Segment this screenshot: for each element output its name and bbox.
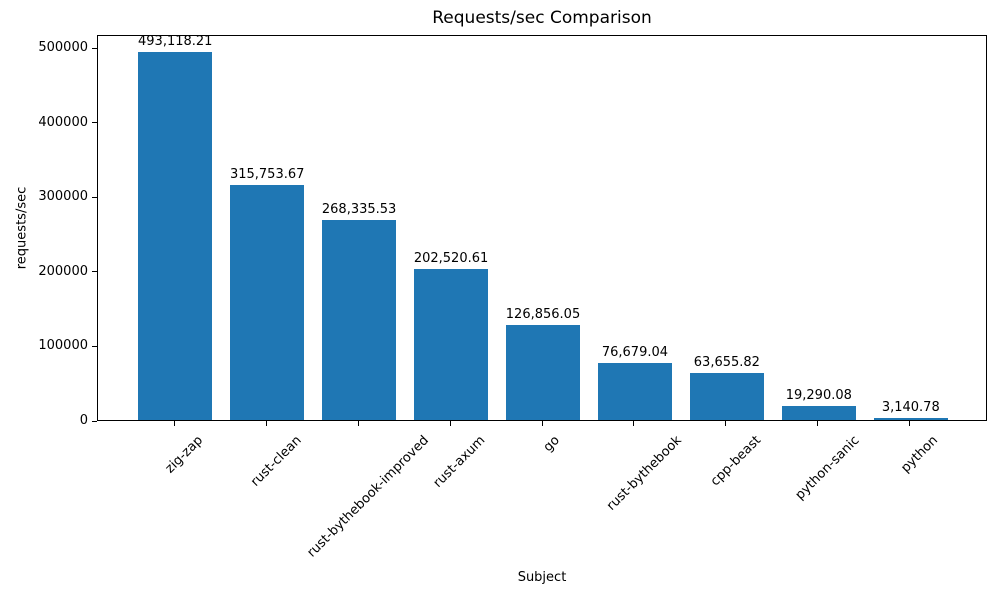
y-tick-label: 300000 (38, 189, 88, 205)
bar-value-label: 202,520.61 (413, 251, 489, 267)
x-tick-label-zig-zap: zig-zap (162, 433, 207, 477)
bar-value-label: 19,290.08 (785, 387, 852, 403)
bar-go (506, 325, 580, 420)
x-tick-mark (173, 421, 175, 426)
x-tick-label-rust-axum: rust-axum (430, 433, 489, 491)
x-tick-mark (541, 421, 543, 426)
bar-value-label: 76,679.04 (601, 344, 669, 360)
x-tick-mark (909, 421, 911, 426)
bar-value-label: 493,118.21 (138, 34, 213, 50)
y-tick-mark (92, 122, 97, 124)
bar-rust-axum (414, 269, 488, 420)
x-tick-mark (357, 421, 359, 426)
x-tick-mark (817, 421, 819, 426)
bar-python-sanic (782, 405, 856, 420)
bar-value-label: 63,655.82 (693, 354, 760, 370)
y-tick-mark (92, 271, 97, 273)
bar-python (873, 417, 948, 420)
bar-value-label: 315,753.67 (229, 166, 305, 182)
y-tick-label: 200000 (38, 263, 88, 279)
y-tick-mark (92, 47, 97, 49)
bar-zig-zap (138, 52, 212, 420)
x-tick-label-rust-bythebook: rust-bythebook (603, 433, 685, 514)
y-tick-mark (92, 196, 97, 198)
plot-area: 493,118.21 315,753.67 268,335.53 202,520.61… (97, 34, 987, 421)
bar-rust-clean (230, 184, 304, 420)
y-tick-label: 0 (79, 413, 88, 428)
bar-value-label: 126,856.05 (505, 307, 581, 323)
bar-value-label: 268,335.53 (321, 201, 397, 217)
bar-cpp-beast (690, 372, 764, 420)
x-tick-label-python-sanic: python-sanic (792, 433, 863, 503)
bar-rust-bythebook (598, 362, 672, 420)
x-tick-label-cpp-beast: cpp-beast (707, 433, 765, 490)
y-tick-label: 100000 (38, 338, 88, 354)
y-tick-label: 400000 (38, 114, 88, 130)
x-tick-label-go: go (541, 433, 564, 456)
chart-title: Requests/sec Comparison (432, 8, 652, 28)
x-tick-mark (725, 421, 727, 426)
bar-rust-bythebook-improved (322, 219, 396, 420)
x-tick-label-rust-clean: rust-clean (247, 433, 305, 490)
y-tick-mark (92, 345, 97, 347)
y-tick-label: 500000 (38, 40, 88, 56)
y-tick-mark (92, 420, 97, 422)
x-tick-label-rust-bythebook-improved: rust-bythebook-improved (304, 433, 432, 561)
x-axis-label: Subject (517, 570, 567, 585)
x-tick-mark (449, 421, 451, 426)
x-tick-label-python: python (898, 433, 942, 476)
x-tick-mark (265, 421, 267, 426)
x-tick-mark (633, 421, 635, 426)
bar-value-label: 3,140.78 (881, 399, 940, 415)
